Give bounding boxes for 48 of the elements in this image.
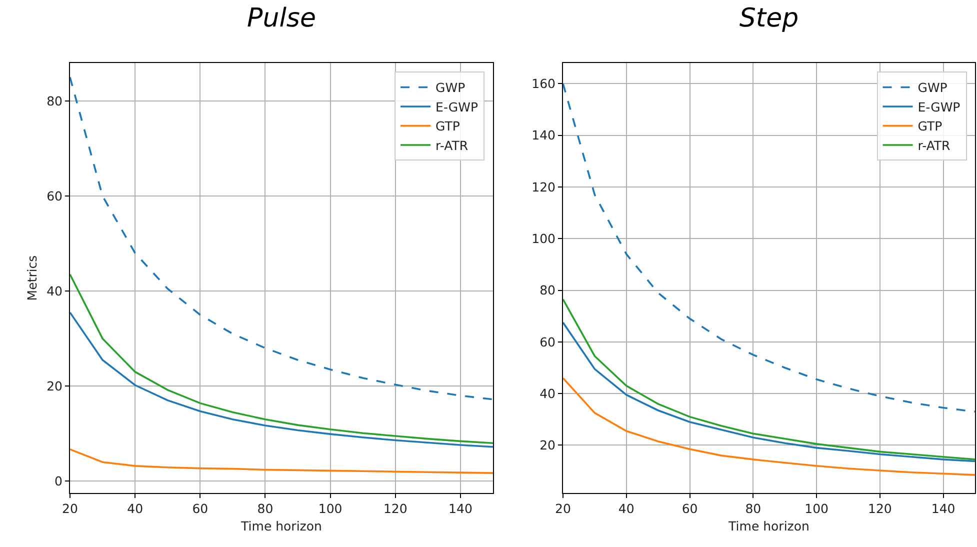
- y-tick-label: 100: [532, 230, 556, 246]
- y-tick-label: 0: [54, 473, 63, 488]
- line-series: [70, 312, 493, 448]
- legend-label: GWP: [918, 80, 948, 96]
- chart-title: Step: [739, 3, 799, 34]
- y-tick-label: 140: [532, 128, 556, 143]
- legend-label: r-ATR: [918, 138, 951, 153]
- x-tick-label: 80: [745, 501, 762, 516]
- y-tick-label: 60: [46, 188, 63, 204]
- legend-label: GTP: [436, 118, 460, 134]
- y-tick-label: 80: [46, 93, 63, 108]
- x-tick-label: 100: [804, 501, 829, 516]
- x-tick-label: 60: [192, 501, 208, 516]
- legend-label: GWP: [436, 80, 466, 96]
- y-tick-label: 40: [540, 386, 556, 401]
- x-tick-label: 20: [62, 501, 78, 516]
- y-tick-label: 40: [46, 283, 63, 298]
- x-axis-title: Time horizon: [728, 518, 810, 534]
- line-series: [70, 448, 493, 474]
- line-series: [563, 82, 975, 413]
- legend-label: E-GWP: [436, 99, 478, 114]
- legend-label: E-GWP: [918, 99, 961, 114]
- x-tick-label: 80: [257, 501, 274, 516]
- line-series: [563, 377, 975, 476]
- x-axis-title: Time horizon: [240, 518, 322, 534]
- x-tick-label: 60: [682, 501, 698, 516]
- legend-label: r-ATR: [436, 138, 468, 153]
- x-tick-label: 40: [127, 501, 144, 516]
- y-axis-title: Metrics: [24, 255, 40, 301]
- x-tick-label: 120: [868, 501, 892, 516]
- y-tick-label: 160: [532, 76, 556, 92]
- y-tick-label: 120: [532, 179, 556, 194]
- y-tick-label: 20: [46, 378, 63, 394]
- x-tick-label: 120: [383, 501, 408, 516]
- y-tick-label: 20: [540, 438, 556, 453]
- line-series: [70, 76, 493, 400]
- line-series: [70, 274, 493, 444]
- y-tick-label: 60: [540, 334, 556, 350]
- x-tick-label: 20: [555, 501, 571, 516]
- x-tick-label: 40: [618, 501, 634, 516]
- legend-label: GTP: [918, 118, 943, 134]
- x-tick-label: 140: [931, 501, 956, 516]
- line-series: [563, 322, 975, 462]
- x-tick-label: 100: [318, 501, 342, 516]
- x-tick-label: 140: [448, 501, 472, 516]
- line-series: [563, 298, 975, 460]
- y-tick-label: 80: [540, 282, 556, 298]
- chart-title: Pulse: [247, 3, 316, 34]
